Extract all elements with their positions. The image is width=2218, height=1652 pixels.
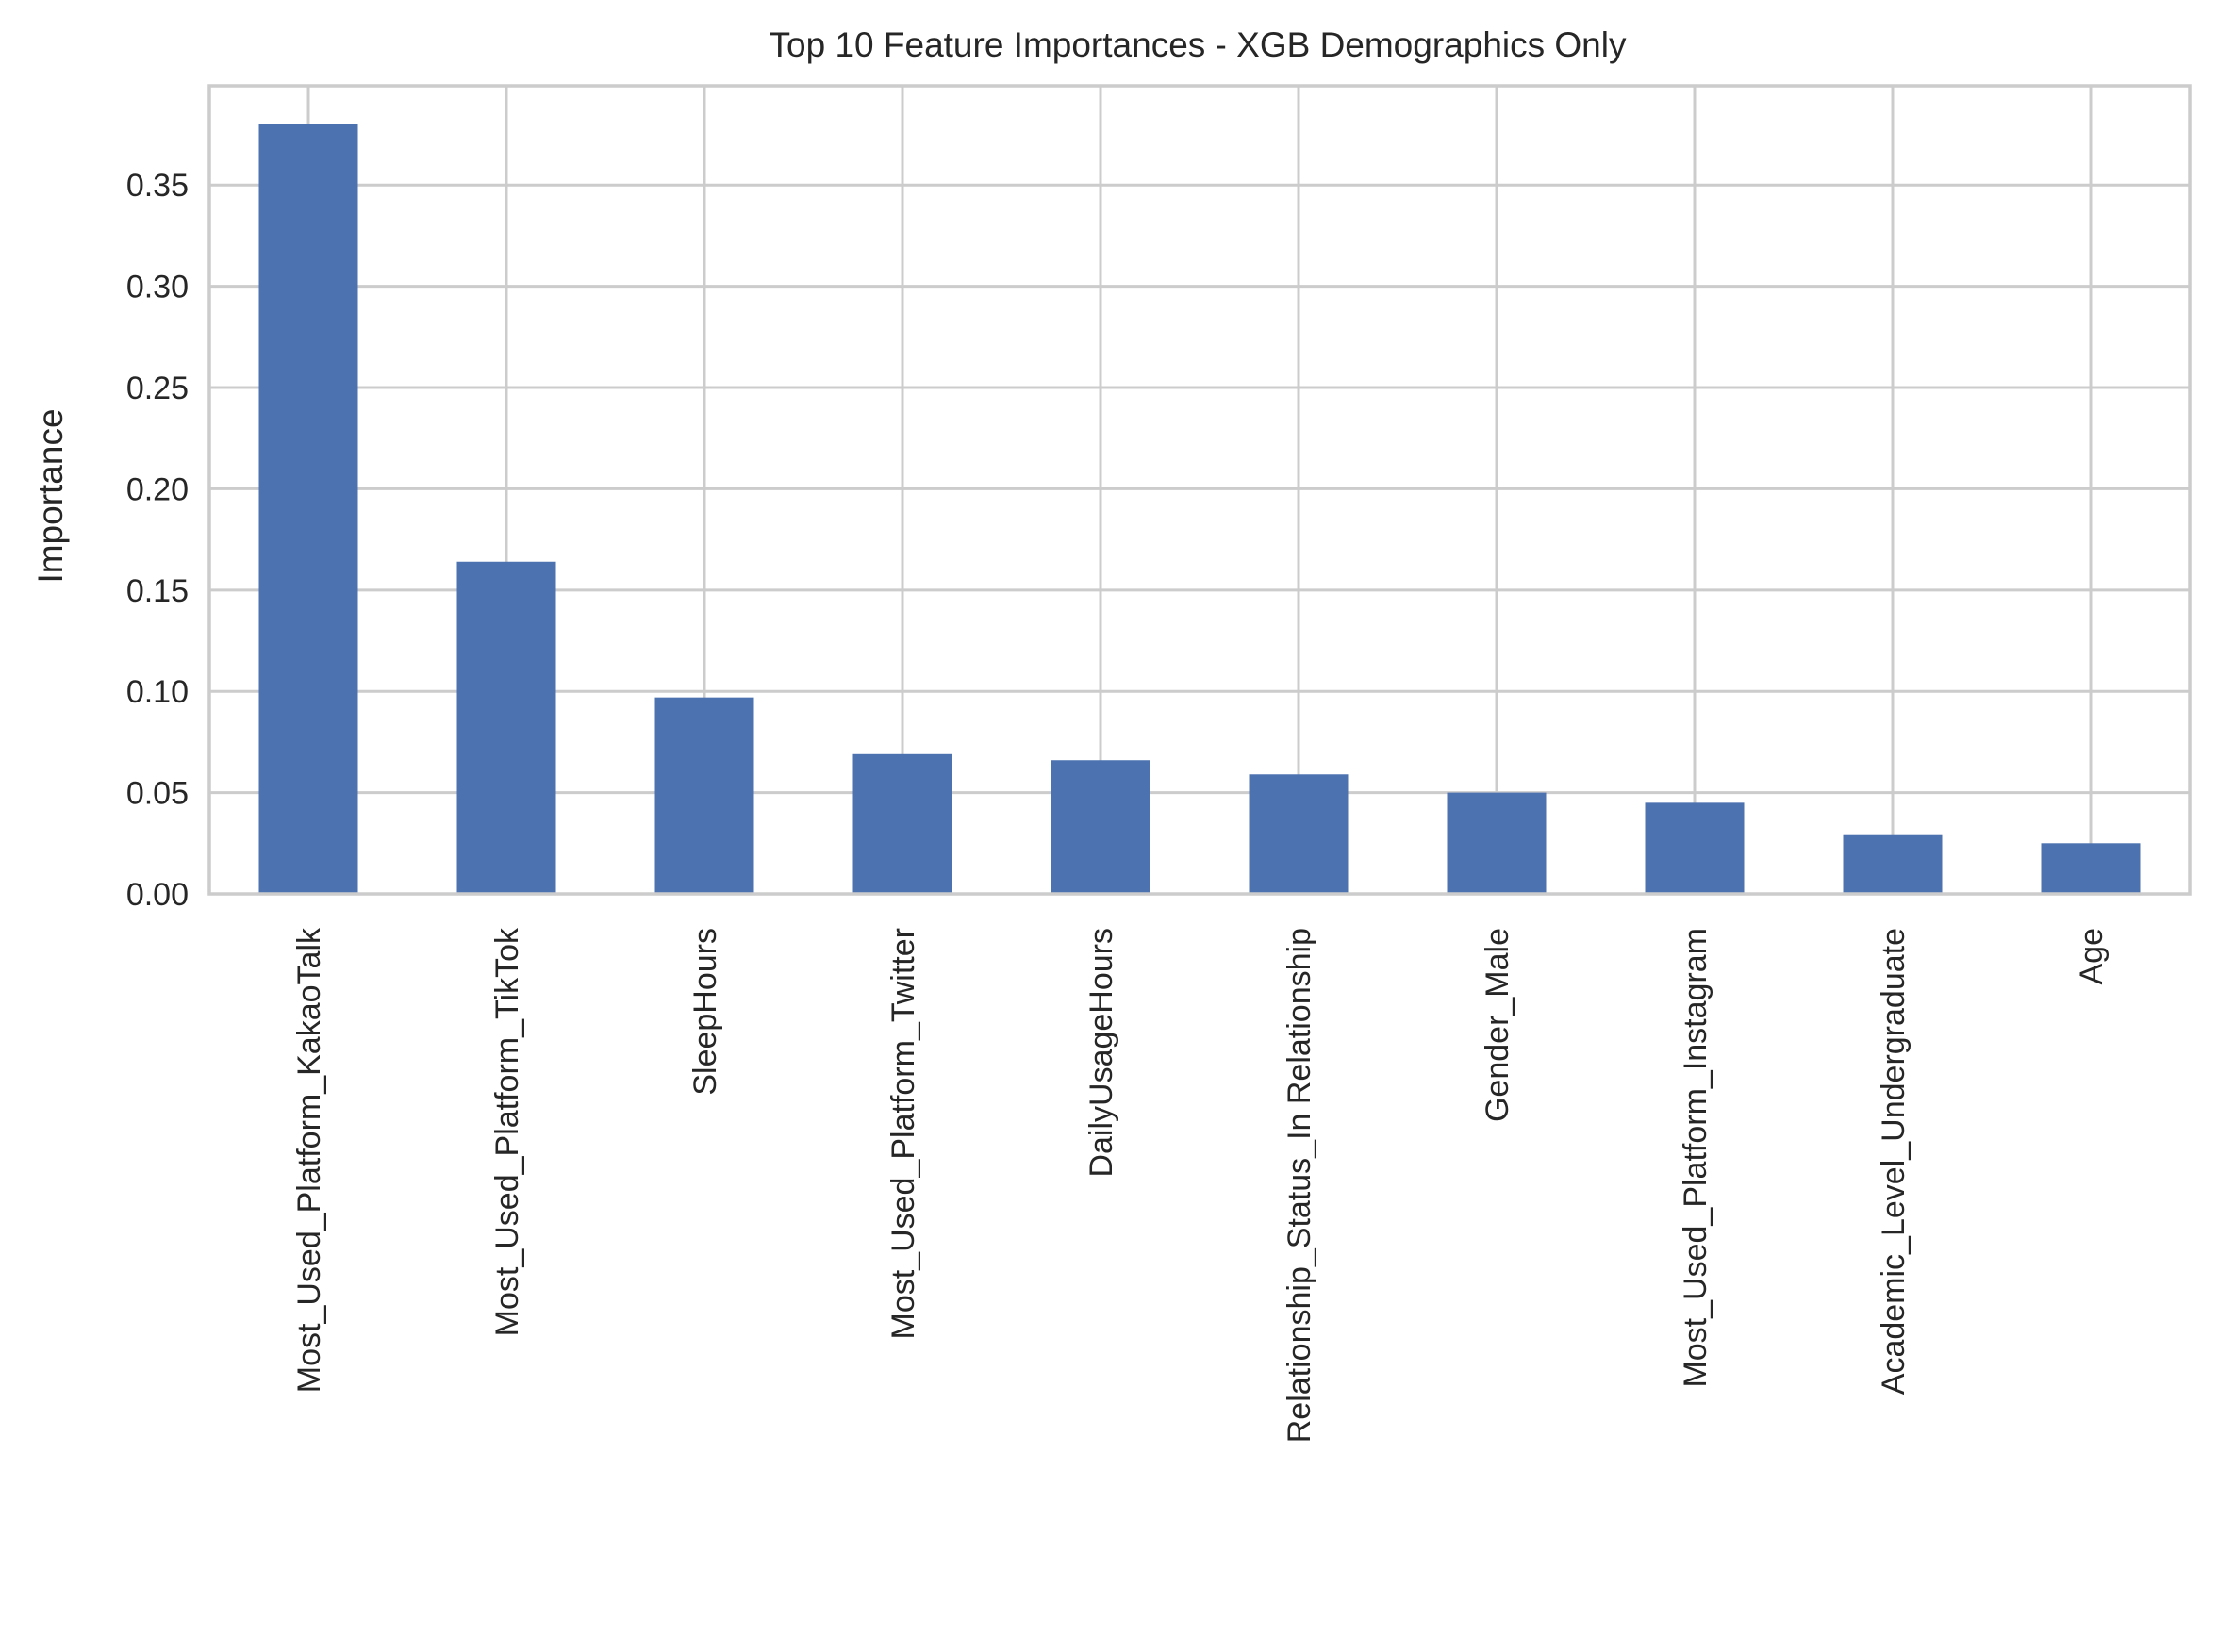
x-tick-label: Most_Used_Platform_KakaoTalk xyxy=(291,927,327,1393)
x-tick-label: Academic_Level_Undergraduate xyxy=(1876,928,1912,1395)
x-tick-label: Relationship_Status_In Relationship xyxy=(1282,928,1317,1443)
y-tick-labels: 0.00 0.05 0.10 0.15 0.20 0.25 0.30 0.35 xyxy=(126,168,189,913)
bars xyxy=(258,124,2141,895)
bar xyxy=(1645,802,1745,894)
x-tick-label: DailyUsageHours xyxy=(1084,928,1119,1178)
bar xyxy=(852,753,952,894)
plot-frame xyxy=(207,84,2192,896)
bar xyxy=(1051,760,1150,894)
bar xyxy=(258,124,358,895)
chart-title: Top 10 Feature Importances - XGB Demogra… xyxy=(770,25,1627,64)
y-tick-label: 0.15 xyxy=(126,573,189,609)
x-tick-label: Age xyxy=(2074,928,2110,985)
bar xyxy=(456,561,556,894)
y-tick-label: 0.25 xyxy=(126,371,189,406)
x-tick-label: Most_Used_Platform_Twitter xyxy=(886,928,921,1340)
bar xyxy=(2041,843,2141,894)
y-tick-label: 0.10 xyxy=(126,674,189,710)
y-tick-label: 0.05 xyxy=(126,776,189,812)
x-tick-labels: Most_Used_Platform_KakaoTalk Most_Used_Pl… xyxy=(291,927,2110,1443)
x-tick-label: SleepHours xyxy=(687,928,723,1096)
y-tick-label: 0.00 xyxy=(126,877,189,913)
x-tick-label: Most_Used_Platform_TikTok xyxy=(489,927,525,1336)
bar xyxy=(1843,834,1943,894)
bar xyxy=(1447,792,1547,894)
bar xyxy=(654,697,754,894)
y-tick-label: 0.20 xyxy=(126,471,189,507)
y-tick-label: 0.30 xyxy=(126,270,189,306)
x-tick-label: Most_Used_Platform_Instagram xyxy=(1678,928,1713,1388)
y-tick-label: 0.35 xyxy=(126,168,189,204)
bar xyxy=(1249,774,1349,894)
x-tick-label: Gender_Male xyxy=(1480,928,1515,1122)
y-axis-label: Importance xyxy=(31,408,70,583)
